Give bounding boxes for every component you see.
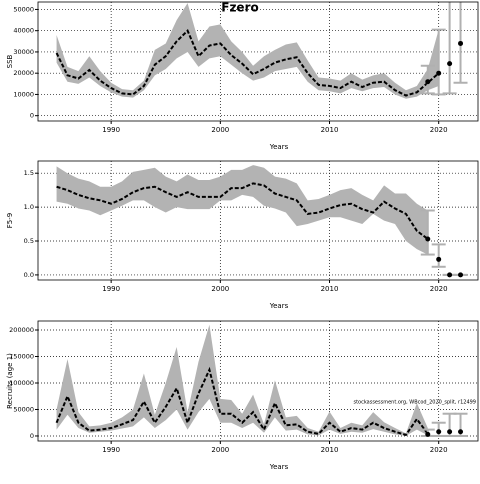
- projection-point: [447, 272, 453, 278]
- y-tick-label: 200000: [9, 326, 34, 334]
- x-axis-label: Years: [269, 463, 289, 471]
- x-tick-label: 2000: [211, 446, 229, 454]
- axes-frame: [37, 320, 479, 442]
- projection-point: [458, 40, 464, 46]
- y-tick-label: 30000: [13, 48, 34, 56]
- x-tick-label: 2000: [211, 126, 229, 134]
- projection-point: [436, 429, 442, 435]
- y-tick-label: 0.0: [24, 271, 34, 279]
- confidence-band: [56, 324, 428, 436]
- y-tick-label: 1.5: [24, 169, 34, 177]
- x-tick-label: 2010: [321, 285, 339, 293]
- axes-frame: [37, 160, 479, 281]
- projection-point: [425, 431, 431, 437]
- estimate-line: [55, 366, 429, 437]
- projection-point: [458, 272, 464, 278]
- projection-point: [447, 429, 453, 435]
- chart-title: Fzero: [221, 1, 258, 15]
- y-axis-label: Recruits (age 1): [6, 353, 14, 409]
- y-tick-label: 40000: [13, 27, 34, 35]
- confidence-band: [56, 3, 439, 99]
- projection-point: [458, 429, 464, 435]
- y-tick-label: 50000: [13, 405, 34, 413]
- estimate-line: [55, 28, 440, 97]
- x-tick-label: 2020: [430, 446, 448, 454]
- x-tick-label: 2020: [430, 126, 448, 134]
- projection-point: [436, 256, 442, 262]
- x-tick-label: 2010: [321, 126, 339, 134]
- plot-area: [38, 161, 478, 280]
- y-tick-label: 100000: [9, 379, 34, 387]
- x-tick-label: 2000: [211, 285, 229, 293]
- y-tick-label: 10000: [13, 90, 34, 98]
- y-tick-label: 150000: [9, 352, 34, 360]
- projection-point: [447, 61, 453, 67]
- x-tick-label: 1990: [102, 285, 120, 293]
- y-tick-label: 1.0: [24, 203, 34, 211]
- projection-point: [425, 79, 431, 85]
- projection-point: [425, 236, 431, 242]
- axes-frame: [37, 1, 479, 122]
- y-tick-label: 0.5: [24, 237, 34, 245]
- y-axis-label: F5-9: [6, 213, 14, 228]
- annotation: stockassessment.org, WBcod_2020_split, r…: [353, 400, 476, 406]
- x-tick-label: 1990: [102, 446, 120, 454]
- y-tick-label: 0: [30, 112, 34, 120]
- x-axis-label: Years: [269, 302, 289, 310]
- x-tick-label: 2010: [321, 446, 339, 454]
- y-tick-label: 50000: [13, 5, 34, 13]
- plot-area: [38, 321, 478, 441]
- x-axis-label: Years: [269, 143, 289, 151]
- estimate-line: [56, 182, 429, 240]
- x-tick-label: 1990: [102, 126, 120, 134]
- y-tick-label: 0: [30, 432, 34, 440]
- plot-area: [38, 2, 478, 121]
- x-tick-label: 2020: [430, 285, 448, 293]
- y-axis-label: SSB: [6, 54, 14, 68]
- y-tick-label: 20000: [13, 69, 34, 77]
- projection-point: [436, 70, 442, 76]
